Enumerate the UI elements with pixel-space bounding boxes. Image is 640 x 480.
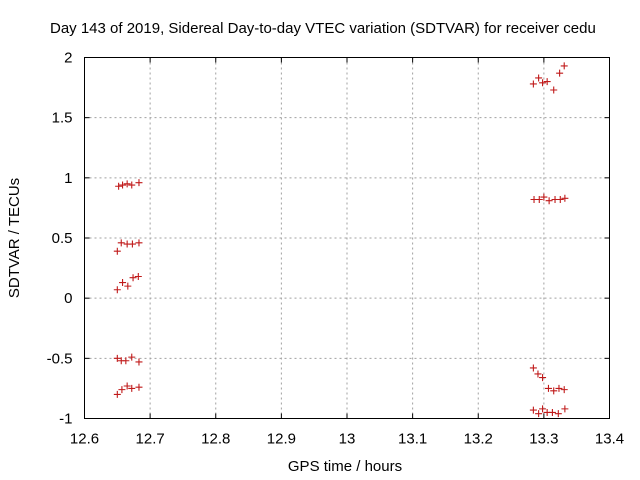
data-point-plus-marker	[561, 194, 569, 202]
y-tick-label: 1	[64, 170, 72, 187]
data-point-plus-marker	[135, 358, 143, 366]
y-tick-label: 2	[64, 50, 72, 67]
y-tick-label: 0	[64, 290, 72, 307]
data-point-plus-marker	[535, 410, 543, 418]
data-point-plus-marker	[529, 406, 537, 414]
data-point-plus-marker	[128, 353, 136, 361]
data-point-plus-marker	[535, 195, 543, 203]
x-tick-label: 13.4	[595, 431, 624, 448]
data-point-plus-marker	[534, 370, 542, 378]
data-point-plus-marker	[543, 78, 551, 86]
data-point-plus-marker	[129, 274, 137, 282]
y-tick-label: 1.5	[52, 110, 73, 127]
data-point-plus-marker	[540, 193, 548, 201]
data-point-plus-marker	[122, 357, 130, 365]
data-point-plus-marker	[529, 364, 537, 372]
data-point-plus-marker	[135, 239, 143, 247]
data-point-plus-marker	[554, 410, 562, 418]
data-point-plus-marker	[539, 79, 547, 87]
y-axis-label: SDTVAR / TECUs	[6, 178, 23, 298]
data-point-plus-marker	[123, 382, 131, 390]
data-point-plus-marker	[115, 182, 123, 190]
data-point-plus-marker	[113, 286, 121, 294]
data-point-plus-marker	[544, 384, 552, 392]
data-point-plus-marker	[113, 354, 121, 362]
axis-ticks: 12.6 12.7 12.8 12.9 13 13.1 13.2 13.3 13.4 -1 -0.5…	[47, 50, 624, 448]
data-point-plus-marker	[545, 197, 553, 205]
plot-area-frame	[84, 57, 610, 419]
data-point-plus-marker	[560, 386, 568, 394]
data-point-plus-marker	[123, 180, 131, 188]
data-points	[113, 62, 569, 418]
data-point-plus-marker	[535, 74, 543, 82]
data-point-plus-marker	[135, 179, 143, 187]
y-tick-label: 0.5	[52, 230, 73, 247]
data-point-plus-marker	[135, 383, 143, 391]
x-tick-label: 12.7	[136, 431, 165, 448]
x-tick-label: 13	[339, 431, 356, 448]
data-point-plus-marker	[117, 239, 125, 247]
data-point-plus-marker	[548, 408, 556, 416]
data-point-plus-marker	[539, 405, 547, 413]
data-point-plus-marker	[555, 384, 563, 392]
x-tick-label: 13.2	[464, 431, 493, 448]
data-point-plus-marker	[529, 80, 537, 88]
x-axis-label: GPS time / hours	[288, 458, 402, 475]
data-point-plus-marker	[118, 386, 126, 394]
data-point-plus-marker	[539, 374, 547, 382]
y-tick-label: -1	[59, 411, 72, 428]
x-tick-label: 13.1	[398, 431, 427, 448]
data-point-plus-marker	[113, 247, 121, 255]
data-point-plus-marker	[113, 390, 121, 398]
chart-title: Day 143 of 2019, Sidereal Day-to-day VTE…	[50, 20, 596, 37]
x-tick-label: 12.8	[201, 431, 230, 448]
data-point-plus-marker	[550, 387, 558, 395]
grid-lines	[84, 57, 610, 419]
y-tick-label: -0.5	[47, 350, 73, 367]
data-point-plus-marker	[124, 282, 132, 290]
data-point-plus-marker	[560, 62, 568, 70]
data-point-plus-marker	[119, 279, 127, 287]
data-point-plus-marker	[128, 240, 136, 248]
data-point-plus-marker	[550, 86, 558, 94]
x-tick-label: 13.3	[529, 431, 558, 448]
data-point-plus-marker	[134, 273, 142, 281]
data-point-plus-marker	[556, 69, 564, 77]
data-point-plus-marker	[128, 384, 136, 392]
x-tick-label: 12.9	[267, 431, 296, 448]
x-tick-label: 12.6	[70, 431, 99, 448]
data-point-plus-marker	[556, 195, 564, 203]
data-point-plus-marker	[128, 181, 136, 189]
data-point-plus-marker	[561, 405, 569, 413]
data-point-plus-marker	[119, 181, 127, 189]
